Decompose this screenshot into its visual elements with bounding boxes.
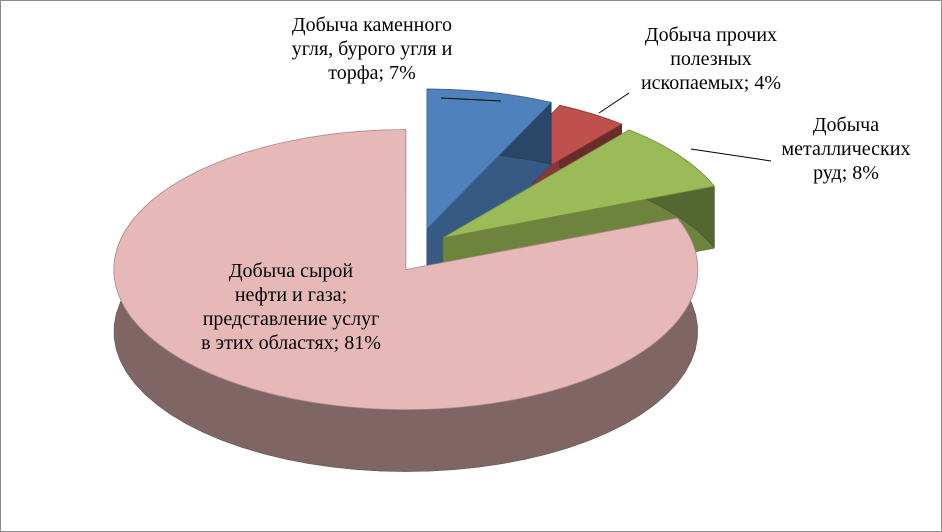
leader-line — [598, 92, 630, 114]
leader-line — [440, 97, 502, 102]
data-label: Добыча сырой нефти и газа; представление… — [201, 260, 381, 354]
data-label: Добыча металлических руд; 8% — [781, 114, 911, 184]
slice — [426, 88, 553, 231]
slice — [442, 129, 716, 239]
data-label: Добыча каменного угля, бурого угля и тор… — [291, 14, 453, 84]
data-label: Добыча прочих полезных ископаемых; 4% — [640, 24, 782, 94]
leader-line — [690, 148, 772, 162]
slice — [113, 129, 699, 411]
